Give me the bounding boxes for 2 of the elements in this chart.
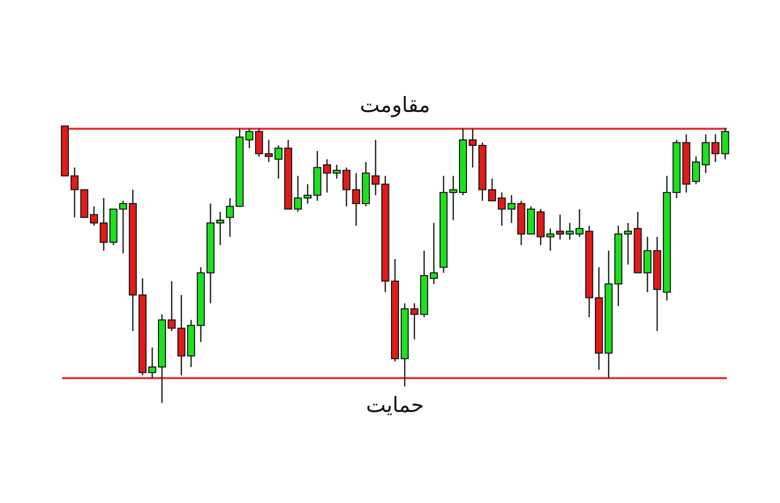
ref-line-label: مقاومت bbox=[360, 92, 430, 118]
ref-line-label: حمایت bbox=[366, 393, 424, 418]
